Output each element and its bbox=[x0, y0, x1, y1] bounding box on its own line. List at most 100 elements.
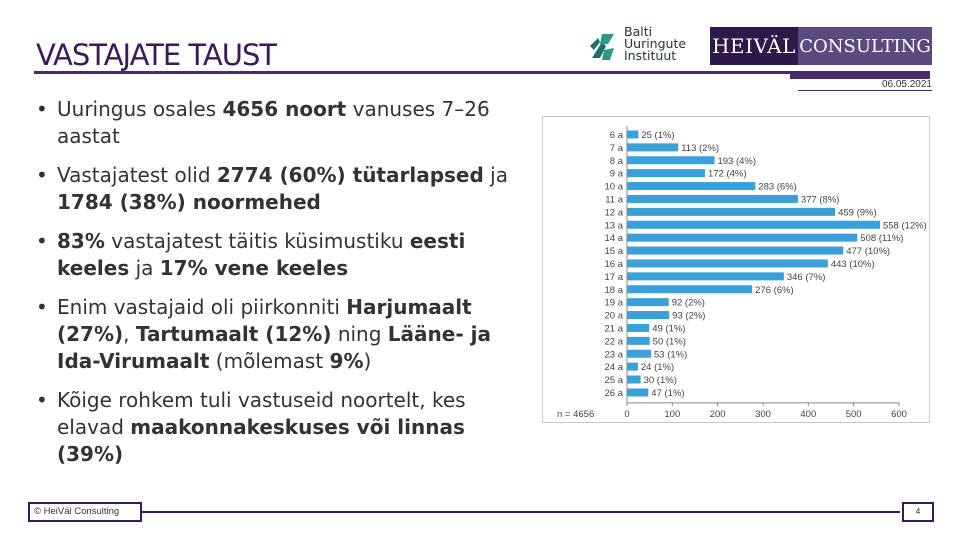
data-bar bbox=[627, 246, 844, 255]
heival-consulting-logo: HEIVÄL CONSULTING bbox=[710, 27, 932, 65]
bullet-text: Enim vastajaid oli piirkonniti bbox=[57, 295, 347, 319]
bsi-logo-line-3: Instituut bbox=[624, 48, 677, 63]
bullet-bold-text: maakonnakeskuses või linnas (39%) bbox=[57, 415, 465, 466]
data-bar bbox=[627, 182, 756, 191]
bullet-item: Uuringus osales 4656 noort vanuses 7–26 … bbox=[36, 96, 536, 150]
data-bar bbox=[627, 323, 650, 332]
bullet-bold-text: Tartumaalt (12%) bbox=[135, 322, 332, 346]
bsi-logo-icon bbox=[590, 34, 614, 60]
bullet-bold-text: 4656 noort bbox=[222, 97, 347, 121]
data-bar bbox=[627, 156, 715, 165]
page-number: 4 bbox=[902, 502, 934, 522]
category-label: 10 a bbox=[605, 182, 624, 193]
data-label: 443 (10%) bbox=[831, 259, 875, 270]
data-label: 377 (8%) bbox=[801, 194, 840, 205]
bullet-item: Kõige rohkem tuli vastuseid noortelt, ke… bbox=[36, 387, 536, 468]
bsi-logo: Balti Uuringute Instituut bbox=[588, 24, 700, 66]
bullet-text: vanuses 7–26 aastat bbox=[57, 97, 490, 148]
data-bar bbox=[627, 362, 638, 371]
data-label: 92 (2%) bbox=[672, 298, 705, 309]
bullet-item: Vastajatest olid 2774 (60%) tütarlapsed … bbox=[36, 162, 536, 216]
bullet-text: (mõlemast bbox=[209, 349, 330, 373]
data-label: 53 (1%) bbox=[654, 349, 687, 360]
category-label: 15 a bbox=[605, 246, 624, 257]
x-tick-label: 0 bbox=[624, 409, 629, 420]
data-label: 276 (6%) bbox=[755, 285, 794, 296]
category-label: 8 a bbox=[610, 156, 624, 167]
category-label: 7 a bbox=[610, 143, 624, 154]
data-bar bbox=[627, 349, 652, 358]
bar-chart-svg: 6 a 25 (1%) 7 a 113 (2%) 8 a 193 (4%) 9 a 172 (… bbox=[557, 126, 927, 420]
category-label: 19 a bbox=[605, 298, 624, 309]
footer-copyright: © HeiVäl Consulting bbox=[28, 502, 142, 522]
category-label: 17 a bbox=[605, 272, 624, 283]
bsi-logo-line-1: Balti bbox=[624, 24, 653, 39]
bullet-text: ) bbox=[363, 349, 372, 373]
data-label: 49 (1%) bbox=[652, 323, 685, 334]
data-label: 346 (7%) bbox=[787, 272, 826, 283]
category-label: 11 a bbox=[605, 194, 624, 205]
bullet-bold-text: Harjumaalt (27%) bbox=[57, 295, 472, 346]
category-label: 24 a bbox=[605, 362, 624, 373]
data-label: 558 (12%) bbox=[883, 220, 927, 231]
category-label: 14 a bbox=[605, 233, 624, 244]
x-tick-label: 500 bbox=[846, 409, 862, 420]
x-tick-label: 300 bbox=[755, 409, 771, 420]
data-bar bbox=[627, 130, 639, 139]
data-bar bbox=[627, 259, 828, 268]
category-label: 6 a bbox=[610, 130, 624, 141]
data-bar bbox=[627, 233, 858, 242]
bullet-item: 83% vastajatest täitis küsimustiku eesti… bbox=[36, 228, 536, 282]
data-label: 172 (4%) bbox=[708, 169, 747, 180]
bullet-text: Kõige rohkem tuli vastuseid noortelt, ke… bbox=[57, 388, 466, 439]
bullet-text: Uuringus osales bbox=[57, 97, 223, 121]
category-label: 12 a bbox=[605, 207, 624, 218]
data-bar bbox=[627, 220, 880, 229]
bullet-bold-text: Lääne- ja Ida-Virumaalt bbox=[57, 322, 491, 373]
data-bar bbox=[627, 388, 649, 397]
data-bar bbox=[627, 272, 784, 281]
category-label: 16 a bbox=[605, 259, 624, 270]
x-tick-label: 100 bbox=[664, 409, 680, 420]
data-label: 30 (1%) bbox=[644, 375, 677, 386]
bullet-text: ning bbox=[331, 322, 388, 346]
data-label: 24 (1%) bbox=[641, 362, 674, 373]
category-label: 13 a bbox=[605, 220, 624, 231]
bullet-text: , bbox=[123, 322, 136, 346]
data-label: 508 (11%) bbox=[860, 233, 903, 244]
x-tick-label: 400 bbox=[800, 409, 816, 420]
bullet-bold-text: 83% bbox=[57, 229, 105, 253]
data-bar bbox=[627, 285, 753, 294]
bullet-bold-text: 1784 (38%) noormehed bbox=[57, 190, 321, 214]
data-bar bbox=[627, 336, 650, 345]
category-label: 23 a bbox=[605, 349, 624, 360]
slide-date: 06.05.2021 bbox=[881, 79, 932, 90]
bsi-logo-line-2: Uuringute bbox=[624, 36, 687, 51]
data-label: 50 (1%) bbox=[653, 336, 686, 347]
data-label: 25 (1%) bbox=[641, 130, 674, 141]
bullet-text: Vastajatest olid bbox=[57, 163, 217, 187]
page-title: VASTAJATE TAUST bbox=[36, 38, 277, 72]
category-label: 18 a bbox=[605, 285, 624, 296]
x-tick-label: 600 bbox=[891, 409, 907, 420]
heival-logo-text: HEIVÄL bbox=[710, 27, 798, 65]
bullet-bold-text: 9% bbox=[329, 349, 364, 373]
data-label: 113 (2%) bbox=[681, 143, 719, 154]
data-bar bbox=[627, 207, 836, 216]
category-label: 9 a bbox=[610, 169, 624, 180]
data-label: 459 (9%) bbox=[838, 207, 877, 218]
data-label: 477 (10%) bbox=[846, 246, 890, 257]
data-label: 283 (6%) bbox=[758, 182, 797, 193]
data-label: 93 (2%) bbox=[672, 311, 705, 322]
bullet-text: ja bbox=[129, 256, 160, 280]
bullet-text: ja bbox=[483, 163, 508, 187]
title-underline bbox=[34, 71, 930, 79]
data-bar bbox=[627, 169, 705, 178]
category-label: 21 a bbox=[605, 323, 624, 334]
bullet-text: vastajatest täitis küsimustiku bbox=[104, 229, 410, 253]
category-label: 22 a bbox=[605, 336, 624, 347]
x-tick-label: 200 bbox=[710, 409, 726, 420]
footer-rule bbox=[140, 511, 900, 513]
bullet-item: Enim vastajaid oli piirkonniti Harjumaal… bbox=[36, 294, 536, 375]
date-underline bbox=[798, 90, 932, 91]
